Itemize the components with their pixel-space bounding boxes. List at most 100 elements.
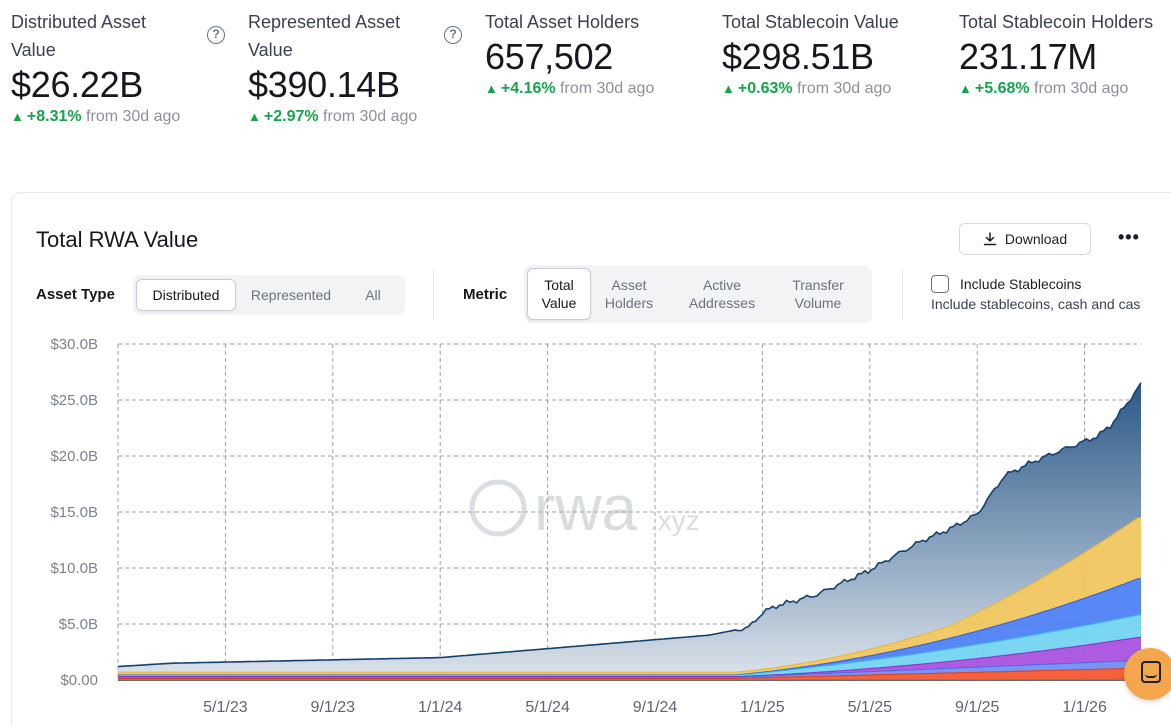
asset-type-toggle: Distributed Represented All xyxy=(133,275,405,315)
change-percent: +5.68% xyxy=(974,80,1030,97)
stat-change: ▲ +5.68% from 30d ago xyxy=(959,80,1153,98)
stat-value: $390.14B xyxy=(248,64,400,105)
trend-up-icon: ▲ xyxy=(959,81,972,96)
help-icon[interactable]: ? xyxy=(444,26,462,44)
metric-label: Metric xyxy=(463,286,508,303)
metric-option-line2: Addresses xyxy=(688,295,756,311)
stat-label: Total Stablecoin Holders xyxy=(959,12,1154,32)
x-tick-label: 1/1/26 xyxy=(1062,699,1107,716)
series-line-0 xyxy=(118,667,1142,679)
x-tick-label: 9/1/23 xyxy=(311,699,356,716)
change-percent: +4.16% xyxy=(500,80,556,97)
card-title: Total RWA Value xyxy=(36,227,199,252)
x-tick-label: 9/1/24 xyxy=(633,699,678,716)
change-period: from 30d ago xyxy=(1034,80,1129,97)
metric-option-line2: Value xyxy=(541,295,577,311)
metric-active-addresses[interactable]: Active Addresses xyxy=(667,268,777,320)
watermark-brand: rwa xyxy=(534,472,638,544)
rwa-value-chart: $30.0B $25.0B $20.0B $15.0B $10.0B $5.0B $0.00… xyxy=(0,330,1171,726)
area-series-0 xyxy=(118,668,1141,680)
stat-represented-asset-value: Represented Asset Value $390.14B ▲ +2.97%… xyxy=(248,8,417,126)
download-button[interactable]: Download xyxy=(959,223,1091,255)
asset-type-label: Asset Type xyxy=(36,286,115,303)
stat-value: 231.17M xyxy=(959,36,1097,77)
change-percent: +2.97% xyxy=(263,108,319,125)
include-stablecoins-description: Include stablecoins, cash and cas xyxy=(931,296,1141,312)
x-tick-label: 1/1/25 xyxy=(740,699,785,716)
series-line-2 xyxy=(118,636,1142,678)
y-tick-label: $5.0B xyxy=(59,616,98,633)
metric-total-value[interactable]: Total Value xyxy=(527,268,591,320)
metric-option-line1: Asset xyxy=(611,277,647,293)
stat-value: $26.22B xyxy=(11,64,144,105)
chart-svg: $30.0B $25.0B $20.0B $15.0B $10.0B $5.0B $0.00… xyxy=(50,336,1142,716)
stat-label-line2: Value xyxy=(248,40,293,60)
trend-up-icon: ▲ xyxy=(11,109,24,124)
stat-label-line2: Value xyxy=(11,40,56,60)
stat-distributed-asset-value: Distributed Asset Value $26.22B ▲ +8.31% … xyxy=(11,8,180,126)
asset-type-represented[interactable]: Represented xyxy=(250,287,332,303)
trend-up-icon: ▲ xyxy=(722,81,735,96)
asset-type-all[interactable]: All xyxy=(365,287,381,303)
stat-value: 657,502 xyxy=(485,36,614,77)
stat-label: Total Stablecoin Value xyxy=(722,12,899,32)
divider xyxy=(902,270,903,320)
change-percent: +0.63% xyxy=(737,80,793,97)
chat-icon-smile xyxy=(1145,674,1157,678)
globe-icon xyxy=(469,479,527,537)
y-tick-label: $0.00 xyxy=(60,672,98,689)
x-tick-label: 5/1/24 xyxy=(525,699,570,716)
divider xyxy=(433,270,434,320)
metric-option-line1: Total xyxy=(544,277,574,293)
y-tick-label: $10.0B xyxy=(50,560,98,577)
stats-row: Distributed Asset Value $26.22B ▲ +8.31% … xyxy=(0,0,1171,160)
asset-type-distributed[interactable]: Distributed xyxy=(136,279,236,311)
trend-up-icon: ▲ xyxy=(248,109,261,124)
stat-change: ▲ +0.63% from 30d ago xyxy=(722,80,899,98)
help-icon[interactable]: ? xyxy=(207,26,225,44)
chat-icon xyxy=(1141,661,1161,683)
metric-option-line1: Transfer xyxy=(792,277,844,293)
x-tick-label: 5/1/23 xyxy=(203,699,248,716)
download-icon xyxy=(983,232,997,246)
download-label: Download xyxy=(1004,231,1068,247)
series-line-6 xyxy=(117,382,1142,668)
trend-up-icon: ▲ xyxy=(485,81,498,96)
area-series-1 xyxy=(118,660,1141,679)
stat-total-asset-holders: Total Asset Holders 657,502 ▲ +4.16% from… xyxy=(485,8,654,98)
include-stablecoins-checkbox[interactable] xyxy=(931,275,949,293)
stat-total-stablecoin-value: Total Stablecoin Value $298.51B ▲ +0.63% … xyxy=(722,8,899,98)
x-tick-label: 1/1/24 xyxy=(418,699,463,716)
change-period: from 30d ago xyxy=(797,80,892,97)
chat-widget-button[interactable] xyxy=(1124,648,1171,700)
stat-label: Total Asset Holders xyxy=(485,12,640,32)
stat-change: ▲ +4.16% from 30d ago xyxy=(485,80,654,98)
y-tick-label: $15.0B xyxy=(50,504,98,521)
stat-label: Distributed Asset xyxy=(11,12,147,32)
metric-option-line2: Holders xyxy=(604,295,654,311)
change-period: from 30d ago xyxy=(560,80,655,97)
metric-asset-holders[interactable]: Asset Holders xyxy=(591,268,667,320)
area-series-3 xyxy=(118,615,1141,677)
change-period: from 30d ago xyxy=(86,108,181,125)
metric-option-line1: Active xyxy=(702,277,742,293)
y-tick-label: $30.0B xyxy=(50,336,98,353)
x-tick-label: 5/1/25 xyxy=(848,699,893,716)
stat-change: ▲ +2.97% from 30d ago xyxy=(248,108,417,126)
stat-change: ▲ +8.31% from 30d ago xyxy=(11,108,180,126)
include-stablecoins-label[interactable]: Include Stablecoins xyxy=(960,276,1082,292)
metric-option-line2: Volume xyxy=(794,295,842,311)
area-series-6 xyxy=(118,382,1141,673)
series-line-5 xyxy=(118,517,1142,673)
series-line-1 xyxy=(118,659,1141,678)
stat-total-stablecoin-holders: Total Stablecoin Holders 231.17M ▲ +5.68%… xyxy=(959,8,1153,98)
change-period: from 30d ago xyxy=(323,108,418,125)
stat-value: $298.51B xyxy=(722,36,874,77)
more-options-icon[interactable]: ••• xyxy=(1118,227,1140,247)
metric-transfer-volume[interactable]: Transfer Volume xyxy=(777,268,859,320)
watermark: rwa .xyz xyxy=(469,472,700,544)
watermark-suffix: .xyz xyxy=(650,505,700,536)
stat-label: Represented Asset xyxy=(248,12,401,32)
metric-toggle: Total Value Asset Holders Active Address… xyxy=(524,265,872,323)
y-tick-label: $20.0B xyxy=(50,448,98,465)
